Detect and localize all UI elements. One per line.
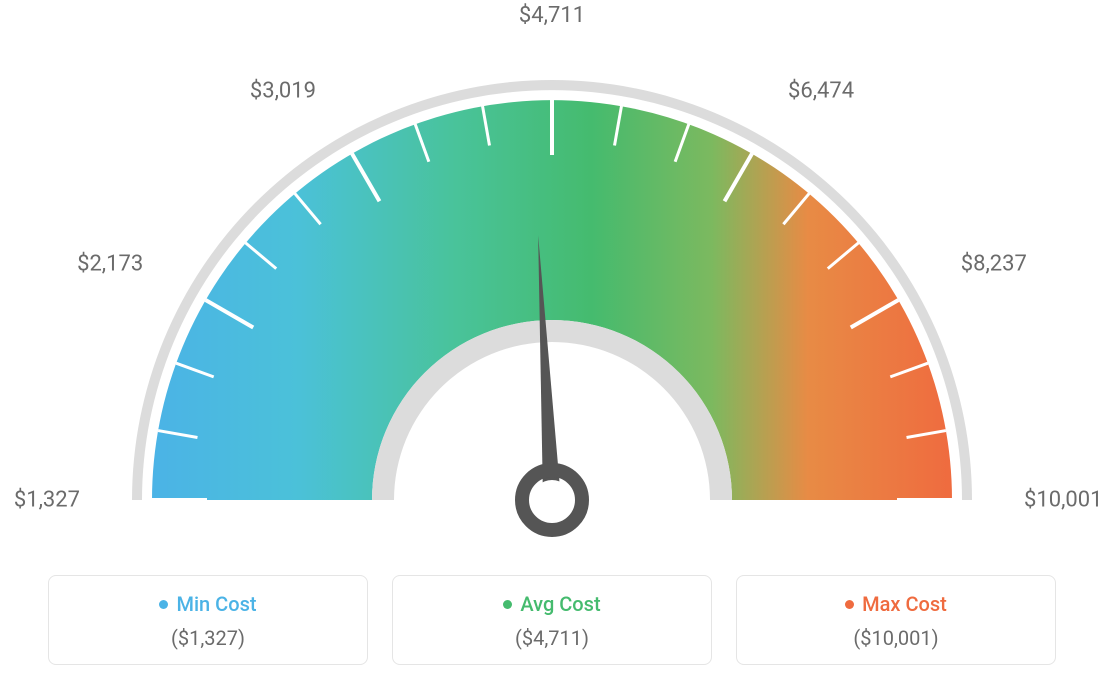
gauge-tick-label: $1,327: [14, 488, 80, 513]
legend-value-avg: ($4,711): [393, 626, 711, 650]
legend-title-avg: Avg Cost: [503, 592, 600, 616]
legend-value-min: ($1,327): [49, 626, 367, 650]
legend-card-min: Min Cost ($1,327): [48, 575, 368, 665]
legend-value-max: ($10,001): [737, 626, 1055, 650]
gauge-tick-label: $2,173: [77, 252, 143, 277]
legend-dot-min: [159, 600, 168, 609]
gauge-tick-label: $4,711: [519, 3, 585, 28]
legend-title-text-avg: Avg Cost: [520, 592, 600, 616]
gauge-tick-label: $3,019: [250, 79, 316, 104]
gauge-tick-label: $6,474: [788, 79, 854, 104]
legend-card-max: Max Cost ($10,001): [736, 575, 1056, 665]
legend-card-avg: Avg Cost ($4,711): [392, 575, 712, 665]
legend-title-min: Min Cost: [159, 592, 256, 616]
legend-dot-max: [845, 600, 854, 609]
legend-dot-avg: [503, 600, 512, 609]
gauge-tick-label: $8,237: [961, 252, 1027, 277]
cost-gauge: $1,327 $2,173 $3,019 $4,711 $6,474 $8,237 $10,…: [0, 0, 1104, 560]
legend-title-max: Max Cost: [845, 592, 947, 616]
legend-title-text-max: Max Cost: [862, 592, 947, 616]
gauge-svg: [0, 0, 1104, 560]
gauge-tick-label: $10,001: [1024, 488, 1103, 513]
legend-title-text-min: Min Cost: [176, 592, 256, 616]
legend-row: Min Cost ($1,327) Avg Cost ($4,711) Max …: [0, 575, 1104, 665]
